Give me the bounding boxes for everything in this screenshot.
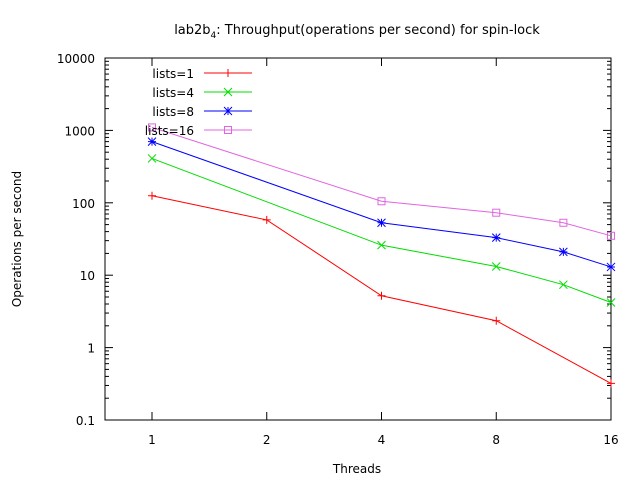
data-point (377, 218, 386, 228)
series-lists-16 (148, 123, 615, 240)
x-tick-label: 1 (148, 433, 156, 447)
data-point (491, 262, 501, 271)
legend-marker (223, 106, 233, 116)
data-point (262, 215, 271, 224)
series-line (151, 126, 612, 237)
chart-title-rest: : Throughput(operations per second) for … (216, 23, 540, 38)
series-lists-4 (147, 154, 616, 307)
data-point (491, 233, 501, 243)
x-tick-label: 2 (263, 433, 271, 447)
legend-marker (223, 87, 233, 97)
legend-label: lists=16 (145, 124, 194, 138)
data-point (559, 218, 568, 227)
data-point (492, 316, 501, 325)
data-point (607, 379, 615, 388)
y-axis-label: Operations per second (10, 171, 24, 307)
legend-label: lists=1 (152, 67, 194, 81)
data-point (148, 191, 156, 200)
data-point (377, 240, 386, 250)
data-point (147, 137, 157, 146)
data-point (559, 280, 568, 290)
chart-title: lab2b4: Throughput(operations per second… (174, 23, 540, 41)
series-layer (147, 123, 616, 388)
y-tick-label: 10 (80, 269, 95, 283)
y-tick-label: 10000 (57, 52, 95, 66)
series-line (151, 157, 612, 303)
series-lists-8 (147, 137, 616, 272)
data-point (606, 298, 616, 307)
data-point (492, 208, 501, 217)
data-point (148, 123, 156, 132)
y-tick-label: 100 (72, 197, 95, 211)
y-tick-label: 0.1 (76, 414, 95, 428)
data-point (559, 247, 568, 257)
series-lists-1 (148, 191, 615, 388)
x-tick-label: 4 (378, 433, 386, 447)
legend-marker (224, 126, 232, 134)
legend-marker (224, 69, 232, 77)
legend-label: lists=8 (152, 105, 194, 119)
axes-layer: 0.1 1 10 100 1000 10000 1 2 4 8 16 (57, 52, 619, 447)
chart-title-subscript: 4 (211, 31, 217, 41)
data-point (147, 154, 157, 163)
y-tick-label: 1 (87, 342, 95, 356)
data-point (377, 291, 386, 300)
chart-title-main: lab2b (174, 23, 210, 38)
y-tick-label: 1000 (64, 124, 95, 138)
legend: lists=1 lists=4 lists=8 lists=16 (145, 67, 252, 138)
data-point (377, 197, 386, 206)
x-tick-label: 16 (603, 433, 618, 447)
data-point (607, 231, 615, 240)
x-tick-label: 8 (492, 433, 500, 447)
x-axis-label: Threads (332, 462, 381, 476)
legend-label: lists=4 (152, 86, 194, 100)
data-point (606, 262, 616, 272)
